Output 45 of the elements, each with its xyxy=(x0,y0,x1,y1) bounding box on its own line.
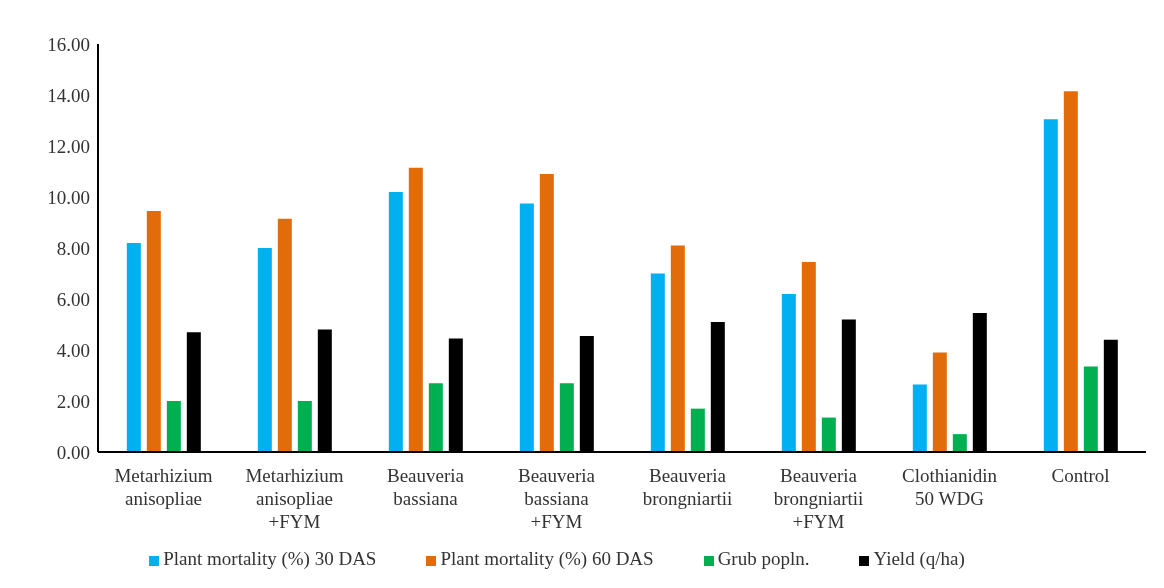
bar xyxy=(801,262,816,452)
bar xyxy=(519,203,534,452)
bar xyxy=(912,384,927,452)
y-tick-label: 8.00 xyxy=(56,237,90,259)
bar xyxy=(670,245,685,452)
x-tick-label: Metarhizium anisopliae xyxy=(114,465,213,509)
bar xyxy=(1083,366,1098,452)
bar xyxy=(388,191,403,452)
y-tick-label: 4.00 xyxy=(56,339,90,361)
bar xyxy=(428,383,443,452)
bar xyxy=(146,211,161,452)
bar xyxy=(821,417,836,452)
bar xyxy=(781,293,796,452)
bar xyxy=(297,401,312,452)
y-tick-label: 6.00 xyxy=(56,288,90,310)
bar xyxy=(1043,119,1058,452)
bar xyxy=(277,218,292,452)
y-tick-label: 16.00 xyxy=(47,33,90,55)
x-tick-label: Metarhizium anisopliae +FYM xyxy=(245,465,344,532)
bar xyxy=(690,408,705,452)
bar xyxy=(650,273,665,452)
bar xyxy=(126,242,141,452)
x-tick-label: Beauveria brongniartii +FYM xyxy=(773,465,864,532)
bar xyxy=(932,352,947,452)
legend-label: Plant mortality (%) 30 DAS xyxy=(163,548,377,569)
y-tick-label: 2.00 xyxy=(56,390,90,412)
legend-label: Yield (q/ha) xyxy=(873,548,965,569)
legend-label: Grub popln. xyxy=(717,548,810,569)
x-tick-label: Beauveria bassiana xyxy=(386,465,465,509)
x-tick-label: Clothianidin 50 WDG xyxy=(902,465,998,509)
bar xyxy=(1063,91,1078,452)
bar xyxy=(257,248,272,452)
legend-label: Plant mortality (%) 60 DAS xyxy=(440,548,654,569)
x-tick-label: Control xyxy=(1051,465,1110,486)
y-tick-label: 0.00 xyxy=(56,441,90,463)
y-tick-label: 12.00 xyxy=(47,135,90,157)
x-tick-label: Beauveria bassiana +FYM xyxy=(517,465,596,532)
y-tick-label: 14.00 xyxy=(47,84,90,106)
bar xyxy=(559,383,574,452)
bar xyxy=(952,434,967,452)
bar xyxy=(166,401,181,452)
x-tick-label: Beauveria brongniartii xyxy=(642,465,733,509)
bar xyxy=(539,174,554,452)
y-tick-label: 10.00 xyxy=(47,186,90,208)
bar xyxy=(408,167,423,452)
